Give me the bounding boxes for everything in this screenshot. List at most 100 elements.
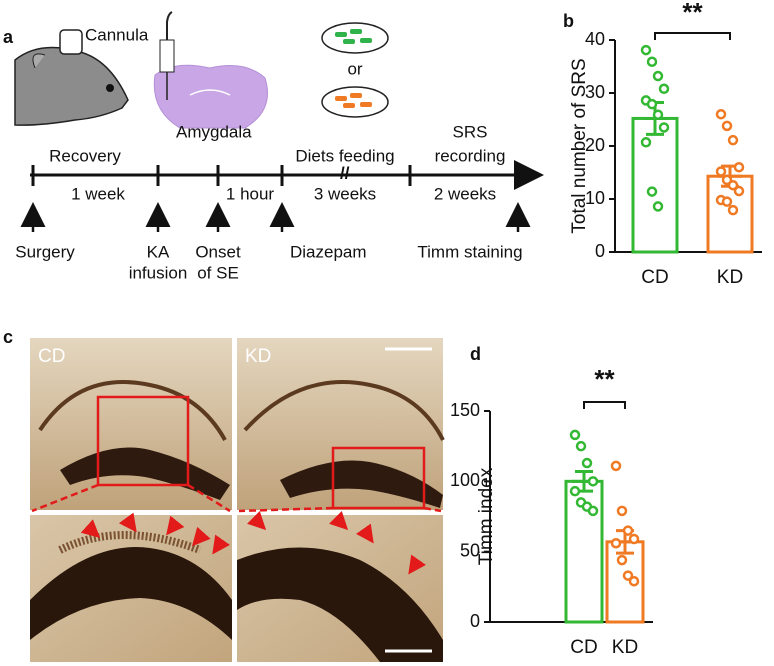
data-point <box>622 525 634 536</box>
event-label: Onset <box>195 242 241 261</box>
sprouting-arrows <box>80 511 426 575</box>
phase-label: Diets feeding <box>295 146 394 165</box>
phase-label: Recovery <box>49 146 121 165</box>
panel-label: b <box>563 11 574 31</box>
dish-food-cd <box>335 29 372 44</box>
data-point <box>733 185 745 197</box>
micrograph-label: KD <box>245 346 271 367</box>
event-label: Timm staining <box>417 242 522 261</box>
brain <box>153 64 268 129</box>
event-label: Diazepam <box>290 242 367 261</box>
micrographs: CD KD <box>30 338 445 662</box>
data-point <box>721 196 733 207</box>
bar <box>631 116 679 254</box>
duration-label: 1 week <box>71 184 125 203</box>
data-point <box>616 554 628 566</box>
mossy-fibers <box>280 460 443 508</box>
data-point <box>628 575 640 587</box>
x-tick-label: CD <box>570 637 597 658</box>
data-point <box>628 533 640 545</box>
mossy-fibers-zoom <box>237 547 443 662</box>
zoom-box <box>331 446 426 510</box>
x-tick-label: CD <box>641 267 668 288</box>
y-tick-label: 150 <box>450 400 480 420</box>
mouse-ear <box>32 53 46 69</box>
data-point <box>569 429 581 441</box>
schematic: Cannula Amygdala or <box>14 11 389 141</box>
phase-label: SRS <box>453 122 488 141</box>
mossy-fibers-zoom <box>30 547 232 640</box>
panel-label: d <box>470 344 481 364</box>
event-label: of SE <box>197 263 239 282</box>
y-tick-label: 100 <box>450 470 480 490</box>
cannula-label: Cannula <box>85 25 149 44</box>
panel-label: c <box>3 327 13 347</box>
data-point <box>587 476 599 487</box>
event-label: Surgery <box>15 242 75 261</box>
micrograph-label: CD <box>38 346 65 367</box>
data-point <box>652 70 664 82</box>
data-point <box>721 120 733 132</box>
event-label: KA <box>147 242 170 261</box>
data-point <box>715 166 727 177</box>
mouse-eye <box>106 84 114 92</box>
significance-label: ** <box>594 364 615 394</box>
data-point <box>646 98 658 110</box>
cell-layer <box>38 380 227 441</box>
y-axis-label: Timm index <box>476 467 497 565</box>
x-tick-label: KD <box>612 637 638 658</box>
duration-label: 3 weeks <box>314 184 376 203</box>
significance-bracket <box>654 32 731 40</box>
x-tick-label: KD <box>717 267 743 288</box>
data-point <box>652 109 664 120</box>
data-point <box>727 179 739 191</box>
data-point <box>610 537 622 549</box>
mossy-fibers <box>60 447 230 500</box>
cannula-cap <box>59 29 83 55</box>
data-point <box>646 56 658 67</box>
significance-bracket <box>583 401 626 409</box>
data-point <box>581 457 593 469</box>
zoom-box <box>96 395 190 487</box>
zoom-line <box>187 483 231 513</box>
data-point <box>715 108 727 120</box>
duration-label: 2 weeks <box>434 184 496 203</box>
data-point <box>610 460 622 472</box>
data-point <box>640 137 652 148</box>
y-tick-label: 20 <box>585 135 605 155</box>
y-tick-label: 30 <box>585 82 605 102</box>
dish <box>321 86 389 118</box>
data-point <box>587 505 599 517</box>
data-point <box>622 570 634 581</box>
zoom-line <box>423 506 442 513</box>
panel-label: a <box>3 27 14 47</box>
brain-detail <box>189 89 231 96</box>
error-bar <box>572 469 596 493</box>
data-point <box>658 122 670 133</box>
data-point <box>727 134 739 146</box>
data-point <box>658 83 670 95</box>
data-point <box>652 201 664 212</box>
duration-label: 1 hour <box>226 184 275 203</box>
mouse <box>14 46 129 126</box>
y-tick-label: 10 <box>585 188 605 208</box>
sprouting <box>58 531 202 554</box>
axis-break: // <box>340 163 350 182</box>
event-label: infusion <box>129 263 188 282</box>
significance-label: ** <box>682 0 703 27</box>
data-point <box>646 186 658 197</box>
y-tick-label: 40 <box>585 29 605 49</box>
amygdala-label: Amygdala <box>176 122 252 141</box>
data-point <box>616 505 628 517</box>
data-point <box>727 204 739 216</box>
y-tick-label: 0 <box>470 611 480 631</box>
y-tick-label: 0 <box>595 241 605 261</box>
y-tick-label: 50 <box>460 540 480 560</box>
phase-label: recording <box>435 146 506 165</box>
data-point <box>640 44 652 56</box>
cannula-tube <box>166 11 173 40</box>
data-point <box>569 485 581 497</box>
zoom-line <box>238 506 334 513</box>
cannula <box>159 39 175 73</box>
